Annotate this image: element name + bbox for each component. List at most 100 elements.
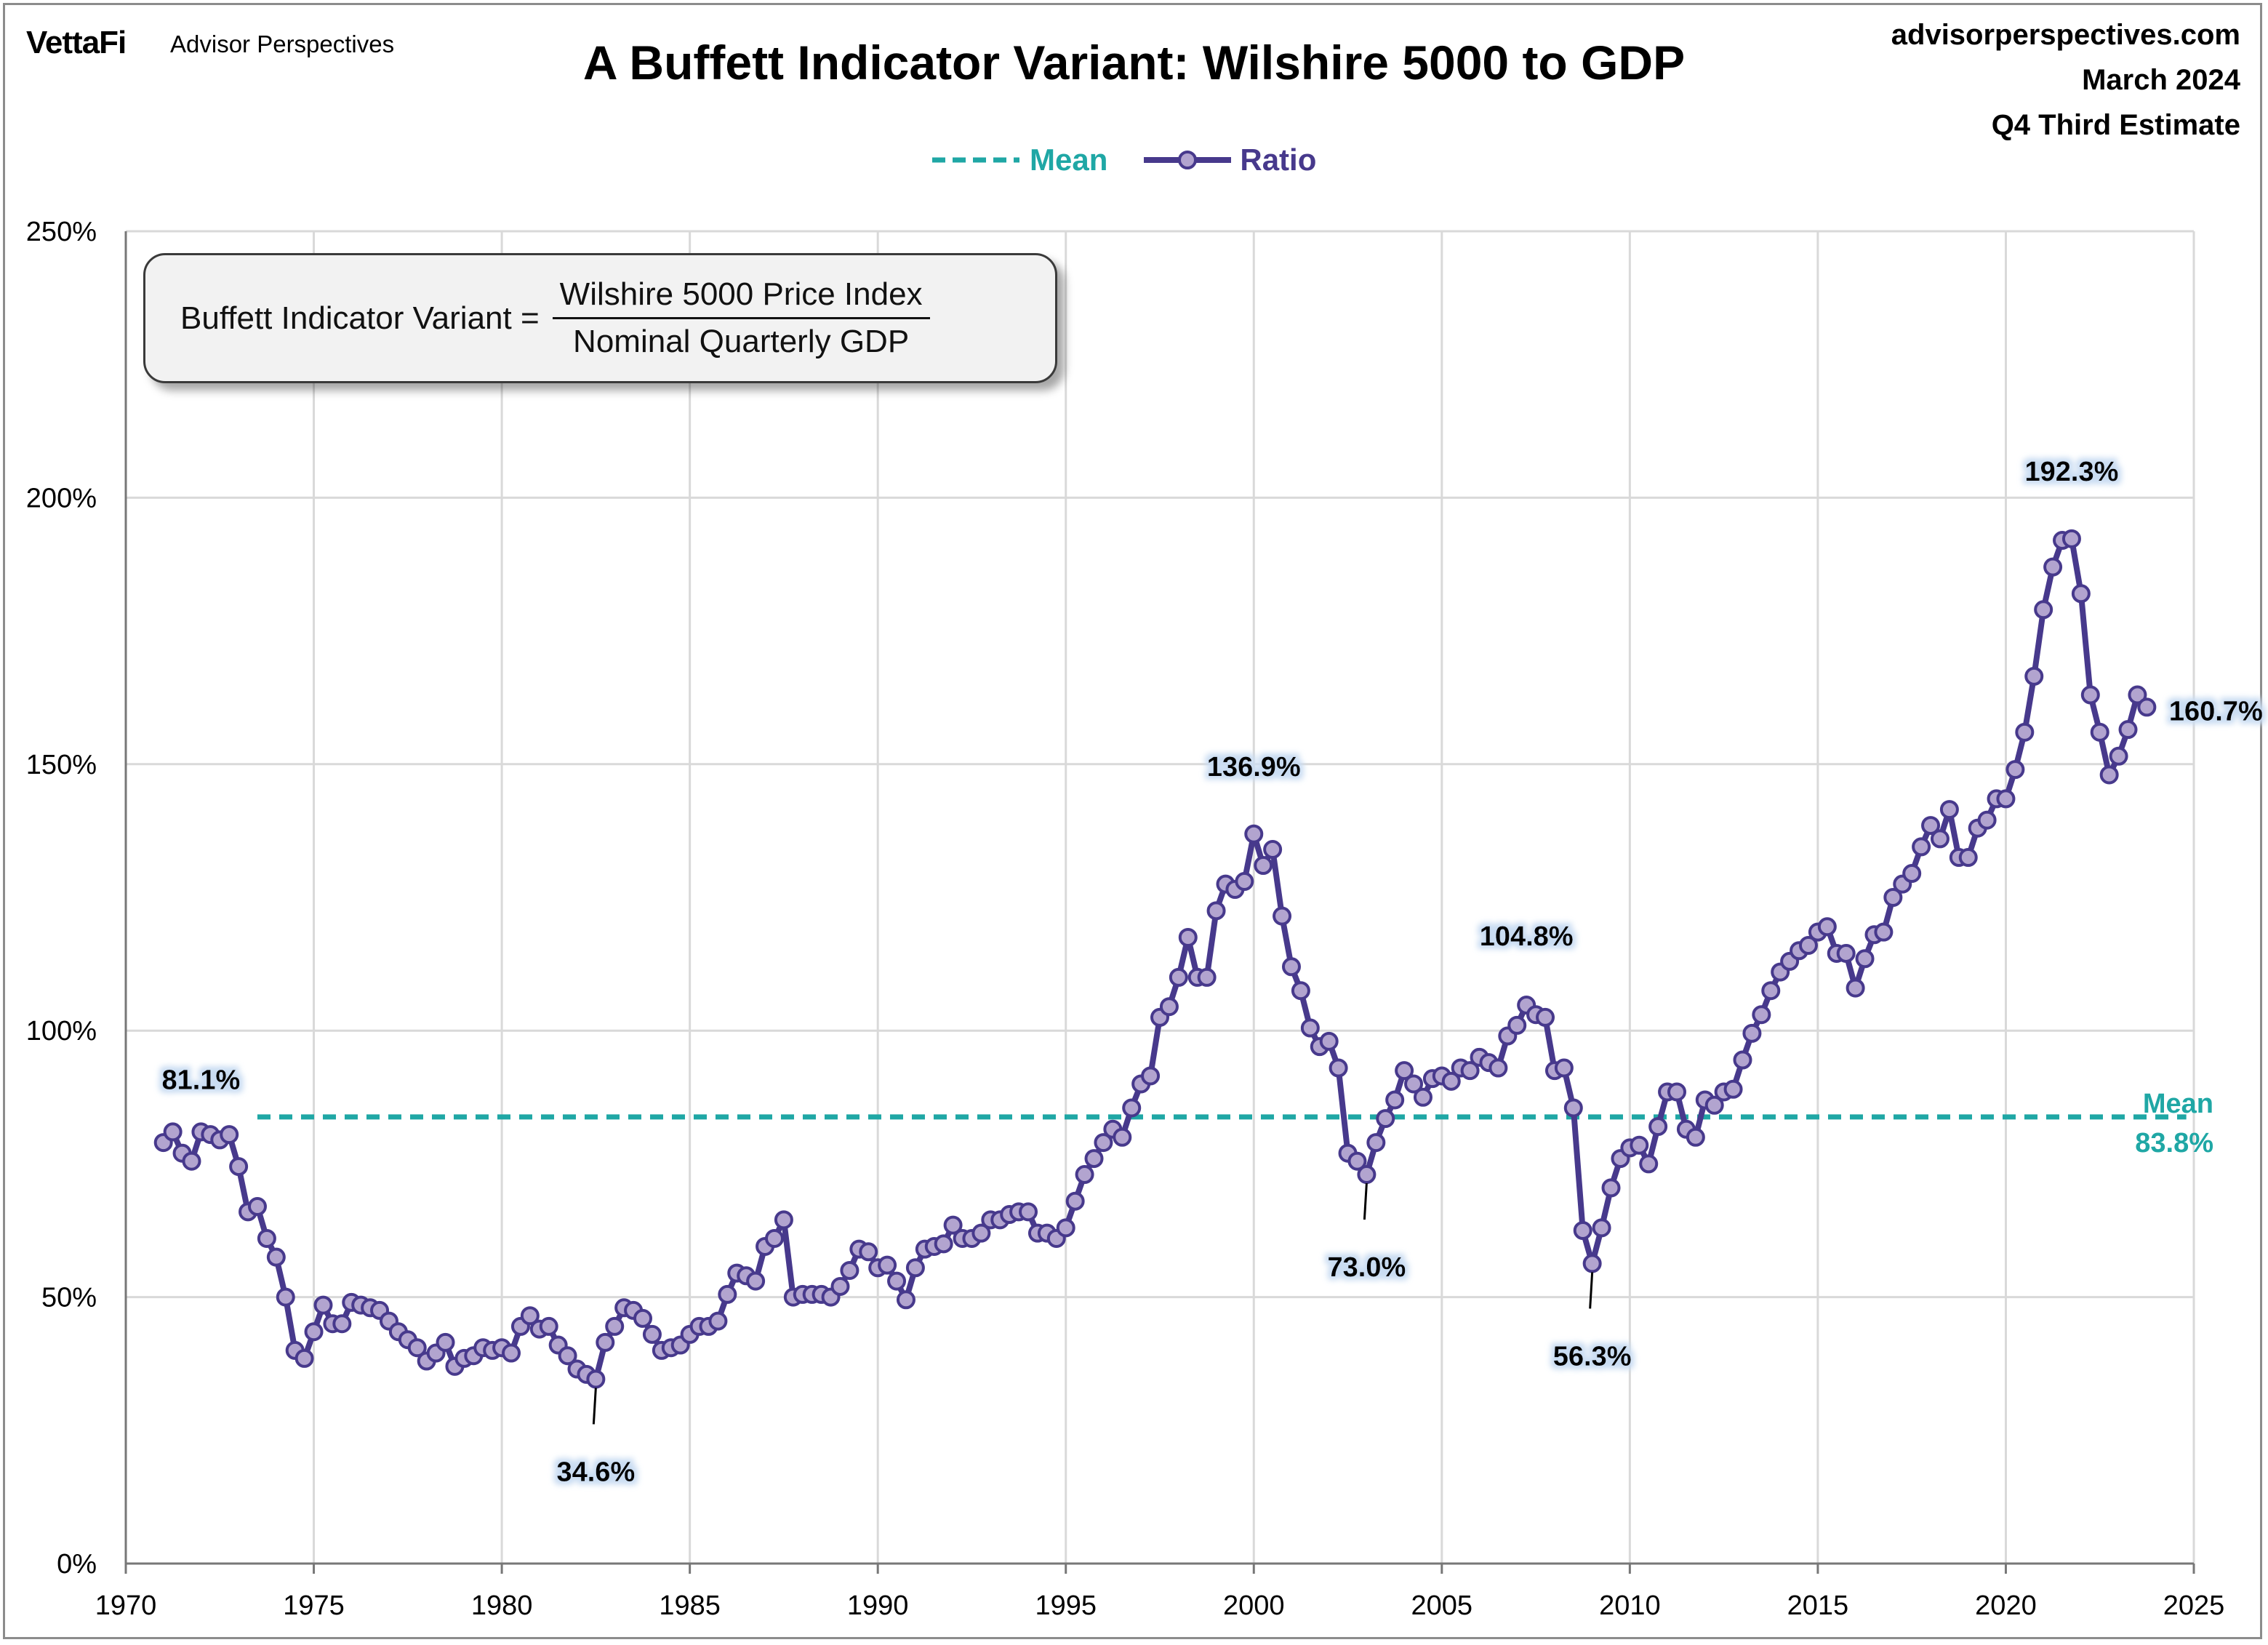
formula-numerator: Wilshire 5000 Price Index: [552, 276, 930, 319]
y-tick-label: 200%: [26, 483, 97, 513]
ratio-point: [539, 1316, 558, 1336]
ratio-point: [1460, 1061, 1480, 1081]
ratio-point: [1996, 789, 2016, 809]
ratio-point: [257, 1228, 276, 1248]
ratio-point: [2071, 584, 2091, 604]
ratio-point: [1855, 949, 1875, 969]
ratio-point: [1630, 1135, 1649, 1155]
ratio-point: [1554, 1058, 1574, 1078]
ratio-point: [1742, 1023, 1762, 1043]
y-tick-label: 150%: [26, 750, 97, 780]
ratio-point: [1441, 1071, 1461, 1091]
ratio-point: [247, 1197, 267, 1217]
x-tick-label: 1975: [283, 1590, 345, 1621]
ratio-point: [558, 1346, 577, 1366]
ratio-point: [1206, 901, 1226, 921]
ratio-point: [436, 1332, 455, 1352]
ratio-point: [943, 1215, 963, 1235]
chart-title: A Buffett Indicator Variant: Wilshire 50…: [582, 36, 1686, 89]
ratio-point: [1836, 943, 1856, 963]
formula-denominator: Nominal Quarterly GDP: [573, 324, 910, 359]
ratio-point: [1075, 1165, 1094, 1185]
ratio-point: [708, 1311, 728, 1331]
ratio-point: [2043, 557, 2063, 577]
ratio-point: [1507, 1015, 1527, 1035]
ratio-point: [520, 1306, 540, 1326]
ratio-point: [1366, 1133, 1386, 1153]
ratio-point: [163, 1122, 183, 1142]
ratio-point: [2061, 529, 2081, 548]
ratio-point: [1958, 848, 1978, 868]
formula-box: Buffett Indicator Variant = Wilshire 500…: [143, 253, 1057, 383]
ratio-point: [1159, 997, 1179, 1017]
ratio-point: [407, 1338, 427, 1358]
x-tick-label: 1985: [659, 1590, 721, 1621]
ratio-point: [304, 1322, 324, 1342]
x-tick-label: 1995: [1035, 1590, 1097, 1621]
ratio-point: [1019, 1202, 1038, 1222]
ratio-point: [276, 1287, 295, 1307]
y-tick-label: 100%: [26, 1016, 97, 1046]
ratio-point: [1667, 1082, 1686, 1102]
ratio-point: [1141, 1066, 1161, 1086]
date-label: March 2024: [2082, 64, 2240, 96]
annotation-label: 34.6%: [556, 1457, 635, 1487]
ratio-point: [1178, 927, 1198, 947]
x-tick-label: 1980: [471, 1590, 533, 1621]
annotation-leader: [1363, 1182, 1368, 1220]
ratio-point: [1752, 1005, 1771, 1025]
annotation-label: 160.7%: [2169, 696, 2263, 727]
ratio-point: [1977, 810, 1997, 830]
ratio-point: [2024, 666, 2044, 686]
ratio-point: [1733, 1050, 1752, 1070]
annotation-label: 136.9%: [1207, 752, 1301, 783]
ratio-point: [840, 1260, 859, 1280]
ratio-point: [1592, 1218, 1611, 1238]
ratio-point: [1197, 967, 1217, 987]
legend-item-mean: Mean: [931, 143, 1107, 177]
ratio-point: [1883, 888, 1903, 907]
ratio-point: [2034, 600, 2053, 620]
legend: Mean Ratio: [931, 138, 1351, 182]
annotation-label: 192.3%: [2025, 457, 2119, 487]
ratio-point: [294, 1348, 314, 1368]
ratio-point: [586, 1369, 606, 1389]
chart-frame: [3, 3, 2262, 1639]
legend-mean-label: Mean: [1030, 143, 1108, 177]
ratio-point: [1300, 1018, 1320, 1038]
ratio-point: [1235, 872, 1254, 892]
ratio-point: [1639, 1154, 1659, 1174]
ratio-point: [2137, 697, 2157, 717]
x-tick-label: 2020: [1975, 1590, 2037, 1621]
ratio-point: [1798, 935, 1818, 955]
ratio-point: [1244, 824, 1264, 844]
brand-name: Advisor Perspectives: [170, 31, 395, 57]
ratio-point: [1939, 800, 1959, 820]
ratio-point: [220, 1125, 239, 1145]
ratio-point: [1281, 957, 1301, 977]
ratio-point: [896, 1290, 915, 1310]
x-tick-label: 2015: [1787, 1590, 1849, 1621]
ratio-point: [718, 1284, 737, 1304]
ratio-point: [633, 1308, 652, 1328]
legend-mean-swatch: [932, 157, 1019, 163]
ratio-point: [887, 1271, 907, 1291]
ratio-point: [1601, 1178, 1621, 1198]
ratio-point: [764, 1228, 784, 1248]
annotation-label: 56.3%: [1553, 1341, 1632, 1372]
ratio-point: [1704, 1095, 1724, 1115]
ratio-point: [1347, 1151, 1367, 1171]
ratio-point: [2005, 760, 2025, 780]
ratio-point: [1648, 1117, 1668, 1137]
ratio-point: [1488, 1058, 1508, 1078]
ratio-point: [1273, 906, 1292, 926]
ratio-point: [746, 1271, 766, 1291]
annotation-leader: [592, 1388, 597, 1425]
ratio-point: [1357, 1165, 1377, 1185]
ratio-point: [1930, 829, 1950, 849]
ratio-point: [1723, 1079, 1743, 1099]
x-tick-label: 2000: [1223, 1590, 1285, 1621]
ratio-point: [1846, 978, 1865, 998]
ratio-point: [502, 1343, 521, 1363]
ratio-point: [605, 1316, 625, 1336]
